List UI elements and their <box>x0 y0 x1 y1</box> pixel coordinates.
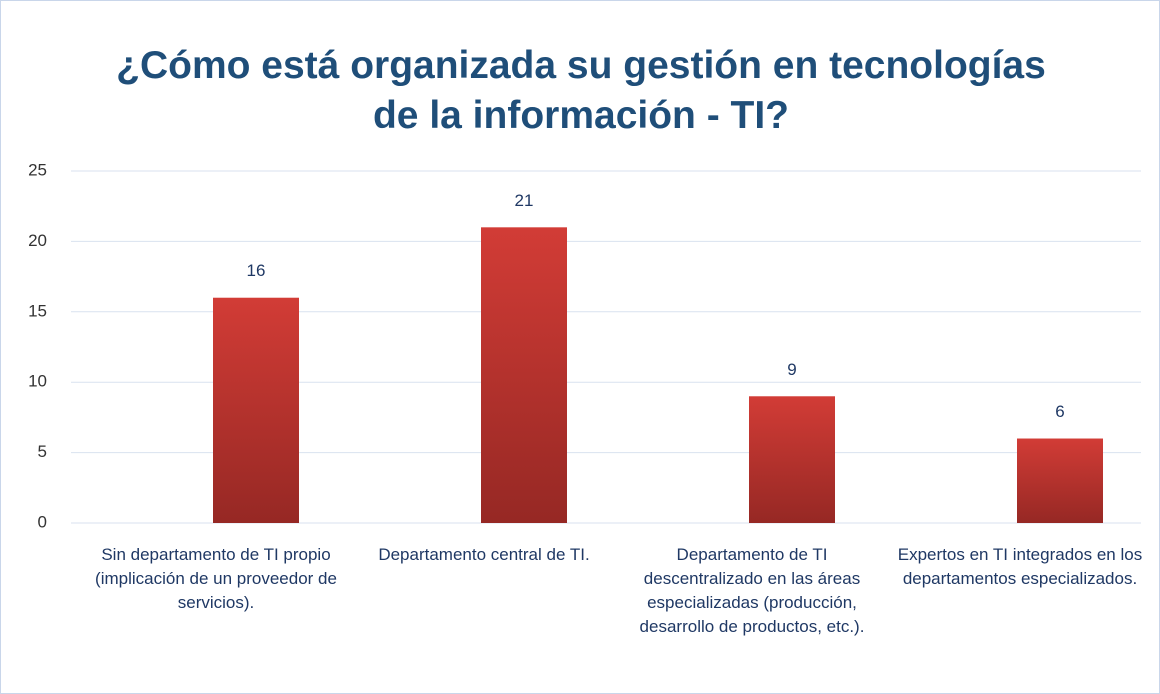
x-tick-label: Departamento central de TI. <box>378 545 590 564</box>
bar <box>481 227 567 523</box>
x-tick-label: Expertos en TI integrados en los departa… <box>897 545 1143 588</box>
bar <box>213 297 299 523</box>
chart-title: ¿Cómo está organizada su gestión en tecn… <box>116 44 1046 137</box>
y-tick-label: 0 <box>38 512 47 531</box>
x-tick-label: Departamento de TI descentralizado en la… <box>639 545 865 636</box>
y-tick-label: 25 <box>28 160 47 179</box>
value-label: 9 <box>787 360 796 379</box>
value-label: 16 <box>247 261 266 280</box>
y-tick-label: 5 <box>38 442 47 461</box>
x-tick-label: Sin departamento de TI propio (implicaci… <box>95 545 337 612</box>
value-label: 6 <box>1055 402 1064 421</box>
value-label: 21 <box>515 191 534 210</box>
bar <box>749 396 835 523</box>
y-tick-label: 15 <box>28 301 47 320</box>
bar <box>1017 438 1103 523</box>
y-tick-label: 10 <box>28 372 47 391</box>
y-tick-label: 20 <box>28 231 47 250</box>
